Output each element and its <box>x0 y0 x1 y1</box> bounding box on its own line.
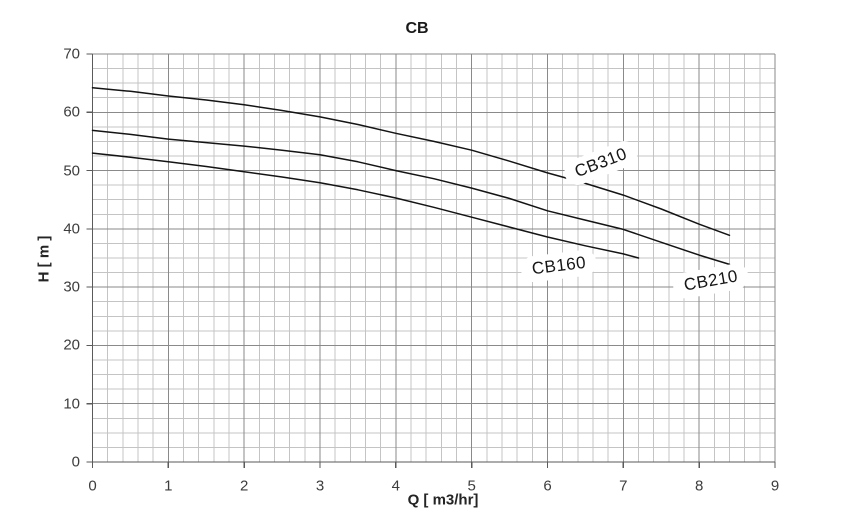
x-tick-label-5: 5 <box>467 477 476 495</box>
y-tick-label-50: 50 <box>63 162 80 180</box>
y-tick-label-40: 40 <box>63 220 80 238</box>
y-tick-label-20: 20 <box>63 336 80 354</box>
curve-cb160 <box>91 152 640 259</box>
y-tick-label-10: 10 <box>63 395 80 413</box>
curve-cb210 <box>91 129 731 266</box>
x-tick-label-1: 1 <box>164 477 173 495</box>
y-tick-label-30: 30 <box>63 278 80 296</box>
x-tick-label-6: 6 <box>543 477 552 495</box>
x-tick-label-7: 7 <box>619 477 628 495</box>
x-tick-label-9: 9 <box>770 477 780 495</box>
y-tick-label-70: 70 <box>63 45 80 63</box>
y-tick-label-60: 60 <box>63 103 80 121</box>
x-tick-label-3: 3 <box>315 477 325 495</box>
x-tick-label-8: 8 <box>694 477 704 495</box>
chart-title: CB <box>405 20 429 37</box>
curve-cb310 <box>91 87 731 237</box>
x-tick-label-4: 4 <box>391 477 400 495</box>
x-tick-label-0: 0 <box>88 477 97 495</box>
y-tick-label-0: 0 <box>71 453 80 471</box>
y-axis-title: H [ m ] <box>35 235 53 283</box>
x-axis-title: Q [ m3/hr] <box>407 491 479 509</box>
x-tick-label-2: 2 <box>239 477 249 495</box>
